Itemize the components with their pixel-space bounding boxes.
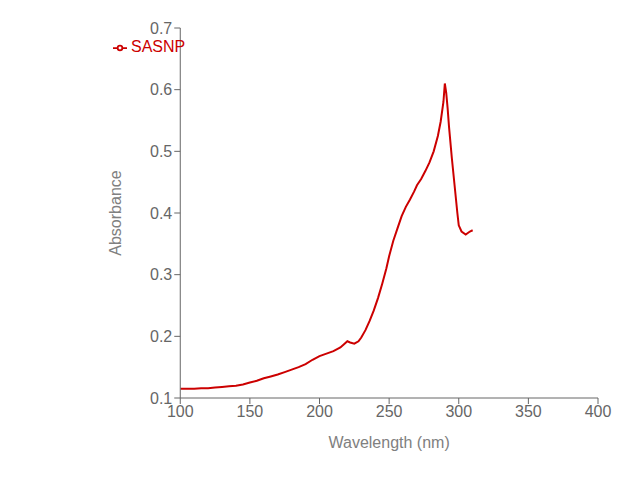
svg-text:0.1: 0.1 xyxy=(150,390,172,407)
html-text:SASNP: SASNP xyxy=(131,38,186,55)
svg-text:0.3: 0.3 xyxy=(150,266,172,283)
svg-text:400: 400 xyxy=(585,403,612,420)
svg-text:100: 100 xyxy=(166,403,194,421)
svg-text:150: 150 xyxy=(237,403,264,420)
svg-text:200: 200 xyxy=(306,403,333,420)
svg-text:0.2: 0.2 xyxy=(150,328,172,345)
svg-text:Wavelength (nm): Wavelength (nm) xyxy=(329,434,450,451)
svg-text:0.5: 0.5 xyxy=(150,143,172,160)
svg-text:250: 250 xyxy=(376,403,403,420)
svg-text:0.4: 0.4 xyxy=(150,205,172,222)
svg-text:0.7: 0.7 xyxy=(150,20,172,37)
svg-text:300: 300 xyxy=(445,403,472,420)
svg-text:0.6: 0.6 xyxy=(150,81,172,98)
svg-text:Absorbance: Absorbance xyxy=(107,170,124,255)
svg-text:350: 350 xyxy=(515,403,542,420)
